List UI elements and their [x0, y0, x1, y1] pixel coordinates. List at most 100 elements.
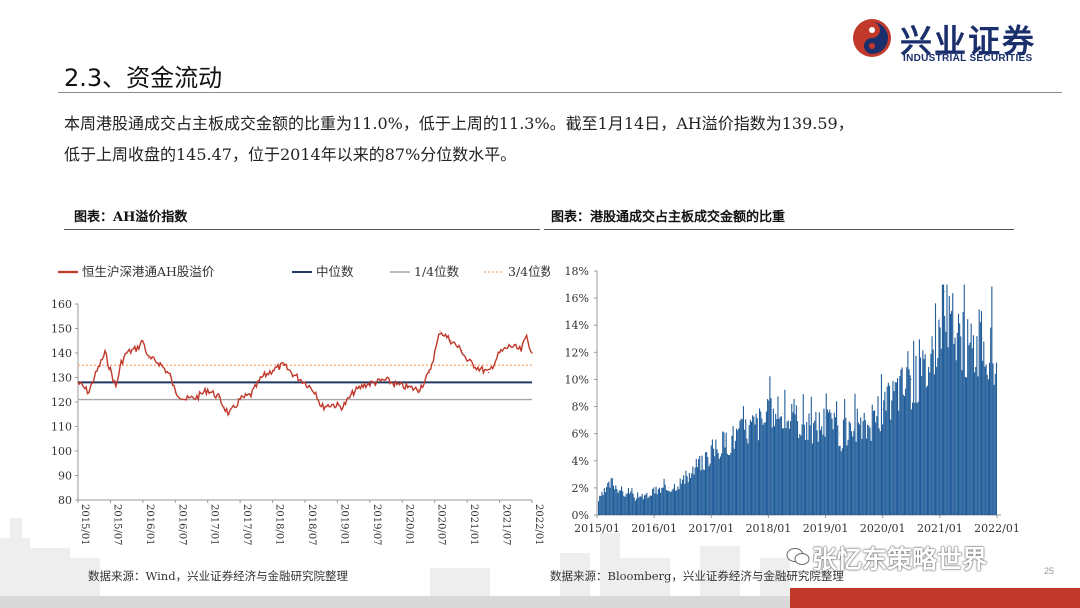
bar [771, 427, 773, 515]
x-tick-label: 2017/01 [209, 504, 220, 546]
bar [794, 414, 796, 515]
bar [839, 445, 841, 515]
bar [738, 428, 740, 515]
bar [670, 492, 672, 515]
bar [956, 332, 958, 515]
bar [621, 486, 623, 515]
bar [819, 429, 822, 515]
bar [740, 418, 742, 515]
bar [830, 412, 832, 515]
logo-text: 兴业证券 [900, 22, 1037, 60]
bar [660, 492, 662, 515]
bar [936, 366, 938, 515]
bar [841, 448, 843, 515]
bar [762, 424, 764, 515]
bar [861, 438, 863, 515]
bar-anchor-point [910, 379, 912, 380]
bar [917, 401, 919, 515]
x-tick-label: 2021/07 [501, 504, 512, 546]
ah-premium-point [77, 381, 79, 383]
bar [606, 486, 608, 515]
bar [679, 478, 681, 515]
ah-premium-point [466, 359, 468, 361]
bar [992, 363, 994, 515]
bar-anchor-point [753, 422, 755, 424]
bar [824, 436, 826, 515]
bar [704, 452, 707, 515]
logo-subtitle: INDUSTRIAL SECURITIES [903, 53, 1033, 64]
bar [845, 417, 847, 515]
bar [622, 491, 624, 515]
bar [701, 455, 703, 515]
y-tick-label: 16% [565, 292, 589, 305]
ah-premium-point [315, 391, 317, 393]
bar [954, 337, 956, 515]
bar [759, 408, 761, 515]
bar [693, 474, 695, 515]
bar [972, 335, 974, 515]
legend-label: 3/4位数 [508, 264, 550, 279]
bar [974, 372, 976, 515]
bar [976, 336, 978, 515]
bar [882, 424, 884, 515]
ah-premium-point [293, 374, 295, 376]
bar [699, 455, 701, 515]
bar [813, 423, 815, 515]
bar [832, 429, 834, 515]
bar [671, 490, 673, 515]
x-tick-label: 2019/01 [803, 522, 849, 535]
bar [960, 336, 962, 515]
bar [770, 398, 772, 515]
bar [737, 430, 739, 515]
bar [975, 367, 977, 515]
bar [777, 396, 779, 515]
x-tick-label: 2020/01 [403, 504, 414, 546]
ah-premium-point [450, 340, 452, 342]
bar [700, 470, 702, 515]
bar [708, 466, 710, 515]
bar [914, 402, 916, 515]
bar [915, 355, 917, 515]
bar [722, 431, 724, 515]
x-tick-label: 2017/01 [688, 522, 734, 535]
bar [811, 443, 813, 515]
bar [603, 488, 605, 515]
ah-premium-point [531, 352, 533, 354]
bar [731, 435, 733, 515]
bar-anchor-point [868, 422, 869, 424]
ah-premium-point [417, 389, 420, 391]
bar [842, 419, 845, 515]
bar [733, 448, 735, 515]
ah-premium-point [120, 362, 122, 364]
legend-label: 中位数 [316, 264, 354, 279]
bar [685, 470, 687, 515]
bar [647, 498, 649, 515]
bar [817, 441, 819, 515]
bar [948, 295, 950, 515]
bar [778, 418, 780, 515]
bar [918, 339, 920, 515]
bar [908, 369, 910, 515]
ah-premium-point [228, 413, 230, 415]
bar [713, 448, 715, 515]
bar [721, 453, 723, 515]
summary-line-1: 本周港股通成交占主板成交金额的比重为11.0%，低于上周的11.3%。截至1月1… [64, 114, 854, 133]
bar [609, 487, 611, 515]
footer-accent-bar [790, 588, 1080, 608]
bar [883, 400, 885, 515]
bar [963, 284, 965, 515]
bar [661, 487, 663, 515]
bar [631, 488, 633, 515]
bar [633, 497, 635, 515]
bar [696, 467, 698, 515]
ah-premium-point [407, 386, 409, 388]
y-tick-label: 100 [51, 445, 72, 458]
bar [828, 412, 830, 515]
bar [898, 410, 900, 515]
bar [664, 484, 666, 515]
bar [801, 424, 803, 515]
ah-premium-point [525, 335, 528, 337]
y-tick-label: 12% [565, 346, 589, 359]
ah-premium-point [261, 376, 263, 379]
bar [656, 494, 658, 515]
